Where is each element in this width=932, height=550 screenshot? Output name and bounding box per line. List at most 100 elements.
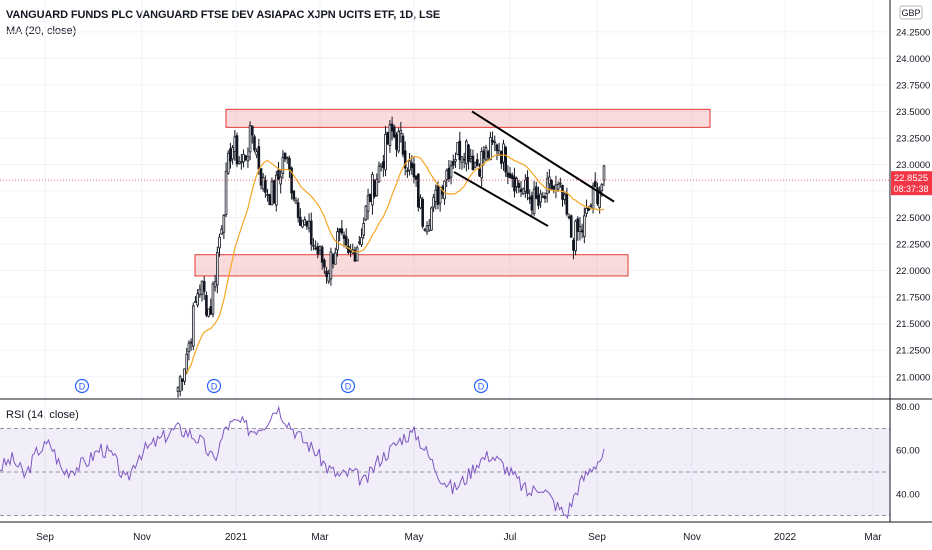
candle-body bbox=[482, 150, 486, 159]
candle-body bbox=[305, 220, 309, 227]
x-tick-label: 2021 bbox=[225, 532, 248, 543]
candle-body bbox=[456, 142, 459, 155]
candle-body bbox=[226, 152, 230, 174]
candle-body bbox=[502, 143, 505, 163]
candle-body bbox=[467, 144, 470, 162]
candle-body bbox=[543, 195, 547, 199]
candle-body bbox=[213, 281, 217, 288]
candle-body bbox=[526, 176, 529, 195]
x-tick-label: Sep bbox=[588, 532, 606, 543]
candle-body bbox=[259, 168, 263, 186]
candle-body bbox=[320, 246, 324, 263]
candle-body bbox=[301, 220, 304, 228]
currency-label: GBP bbox=[901, 8, 920, 18]
candle-body bbox=[220, 228, 223, 235]
candle-body bbox=[395, 134, 398, 150]
candle-body bbox=[299, 216, 302, 226]
candle-body bbox=[419, 197, 422, 209]
candle-body bbox=[475, 159, 479, 167]
candle-body bbox=[414, 175, 418, 180]
candle-body bbox=[392, 126, 396, 138]
dividend-letter: D bbox=[478, 382, 485, 392]
candle-body bbox=[412, 163, 416, 178]
candle-body bbox=[443, 180, 446, 200]
candle-body bbox=[563, 194, 566, 200]
candle-body bbox=[495, 144, 499, 152]
candle-body bbox=[401, 135, 405, 155]
candle-body bbox=[454, 159, 457, 162]
candle-body bbox=[519, 188, 523, 192]
moving-average-layer bbox=[186, 153, 605, 375]
candle-body bbox=[550, 180, 553, 190]
candle-body bbox=[336, 231, 339, 251]
candle-body bbox=[198, 288, 202, 296]
dividend-marker[interactable]: D bbox=[74, 378, 90, 394]
y-tick-label: 23.0000 bbox=[896, 160, 930, 171]
candle-body bbox=[366, 195, 370, 212]
candle-body bbox=[473, 162, 477, 168]
candle-body bbox=[532, 188, 536, 214]
chart-title: VANGUARD FUNDS PLC VANGUARD FTSE DEV ASI… bbox=[6, 9, 441, 21]
candle-body bbox=[545, 178, 549, 195]
dividend-marker[interactable]: D bbox=[340, 378, 356, 394]
candle-body bbox=[364, 205, 368, 221]
candle-body bbox=[338, 228, 341, 233]
candle-body bbox=[209, 306, 213, 315]
candle-body bbox=[425, 225, 429, 233]
rsi-legend[interactable]: RSI (14, close) bbox=[6, 409, 79, 421]
candle-body bbox=[559, 182, 562, 185]
candle-body bbox=[513, 176, 516, 192]
candle-body bbox=[316, 246, 320, 255]
candle-body bbox=[600, 184, 604, 192]
candle-body bbox=[373, 179, 376, 197]
candle-body bbox=[185, 353, 189, 373]
dividend-marker[interactable]: D bbox=[473, 378, 489, 394]
candle-body bbox=[583, 215, 586, 238]
ma-legend[interactable]: MA (20, close) bbox=[6, 25, 77, 37]
y-tick-label: 22.0000 bbox=[896, 266, 930, 277]
candle-body bbox=[451, 161, 455, 166]
candle-body bbox=[266, 194, 269, 196]
dividend-marker[interactable]: D bbox=[206, 378, 222, 394]
candle-body bbox=[493, 141, 497, 144]
dividend-letter: D bbox=[345, 382, 352, 392]
dividend-circle bbox=[340, 378, 356, 394]
candle-body bbox=[515, 177, 518, 187]
candle-body bbox=[312, 244, 315, 247]
candle-body bbox=[417, 173, 420, 208]
candle-body bbox=[534, 186, 538, 199]
candle-body bbox=[224, 171, 228, 215]
y-tick-label: 21.0000 bbox=[896, 372, 930, 383]
candle-body bbox=[303, 219, 307, 226]
candle-body bbox=[323, 259, 326, 268]
candle-body bbox=[565, 192, 569, 215]
y-tick-label: 24.2500 bbox=[896, 27, 930, 38]
candle-body bbox=[506, 172, 510, 178]
x-tick-label: May bbox=[405, 532, 424, 543]
resistance-zone bbox=[225, 108, 711, 128]
candle-body bbox=[270, 181, 274, 206]
candle-body bbox=[465, 140, 468, 165]
candle-body bbox=[272, 180, 276, 204]
candle-body bbox=[500, 151, 503, 164]
candle-body bbox=[242, 154, 245, 163]
x-tick-label: Sep bbox=[36, 532, 54, 543]
candle-body bbox=[517, 183, 521, 188]
candle-body bbox=[585, 207, 588, 214]
candle-body bbox=[237, 161, 241, 164]
candle-body bbox=[561, 184, 564, 200]
candle-body bbox=[344, 236, 348, 246]
rsi-tick-label: 40.00 bbox=[896, 489, 920, 500]
candle-body bbox=[340, 228, 344, 234]
candle-body bbox=[504, 147, 507, 173]
candle-body bbox=[436, 185, 440, 205]
candle-body bbox=[240, 161, 243, 164]
x-tick-label: Mar bbox=[311, 532, 329, 543]
candle-body bbox=[377, 165, 381, 183]
candle-body bbox=[191, 305, 195, 347]
candle-body bbox=[408, 160, 411, 171]
y-tick-label: 24.0000 bbox=[896, 54, 930, 65]
candle-body bbox=[489, 137, 492, 161]
